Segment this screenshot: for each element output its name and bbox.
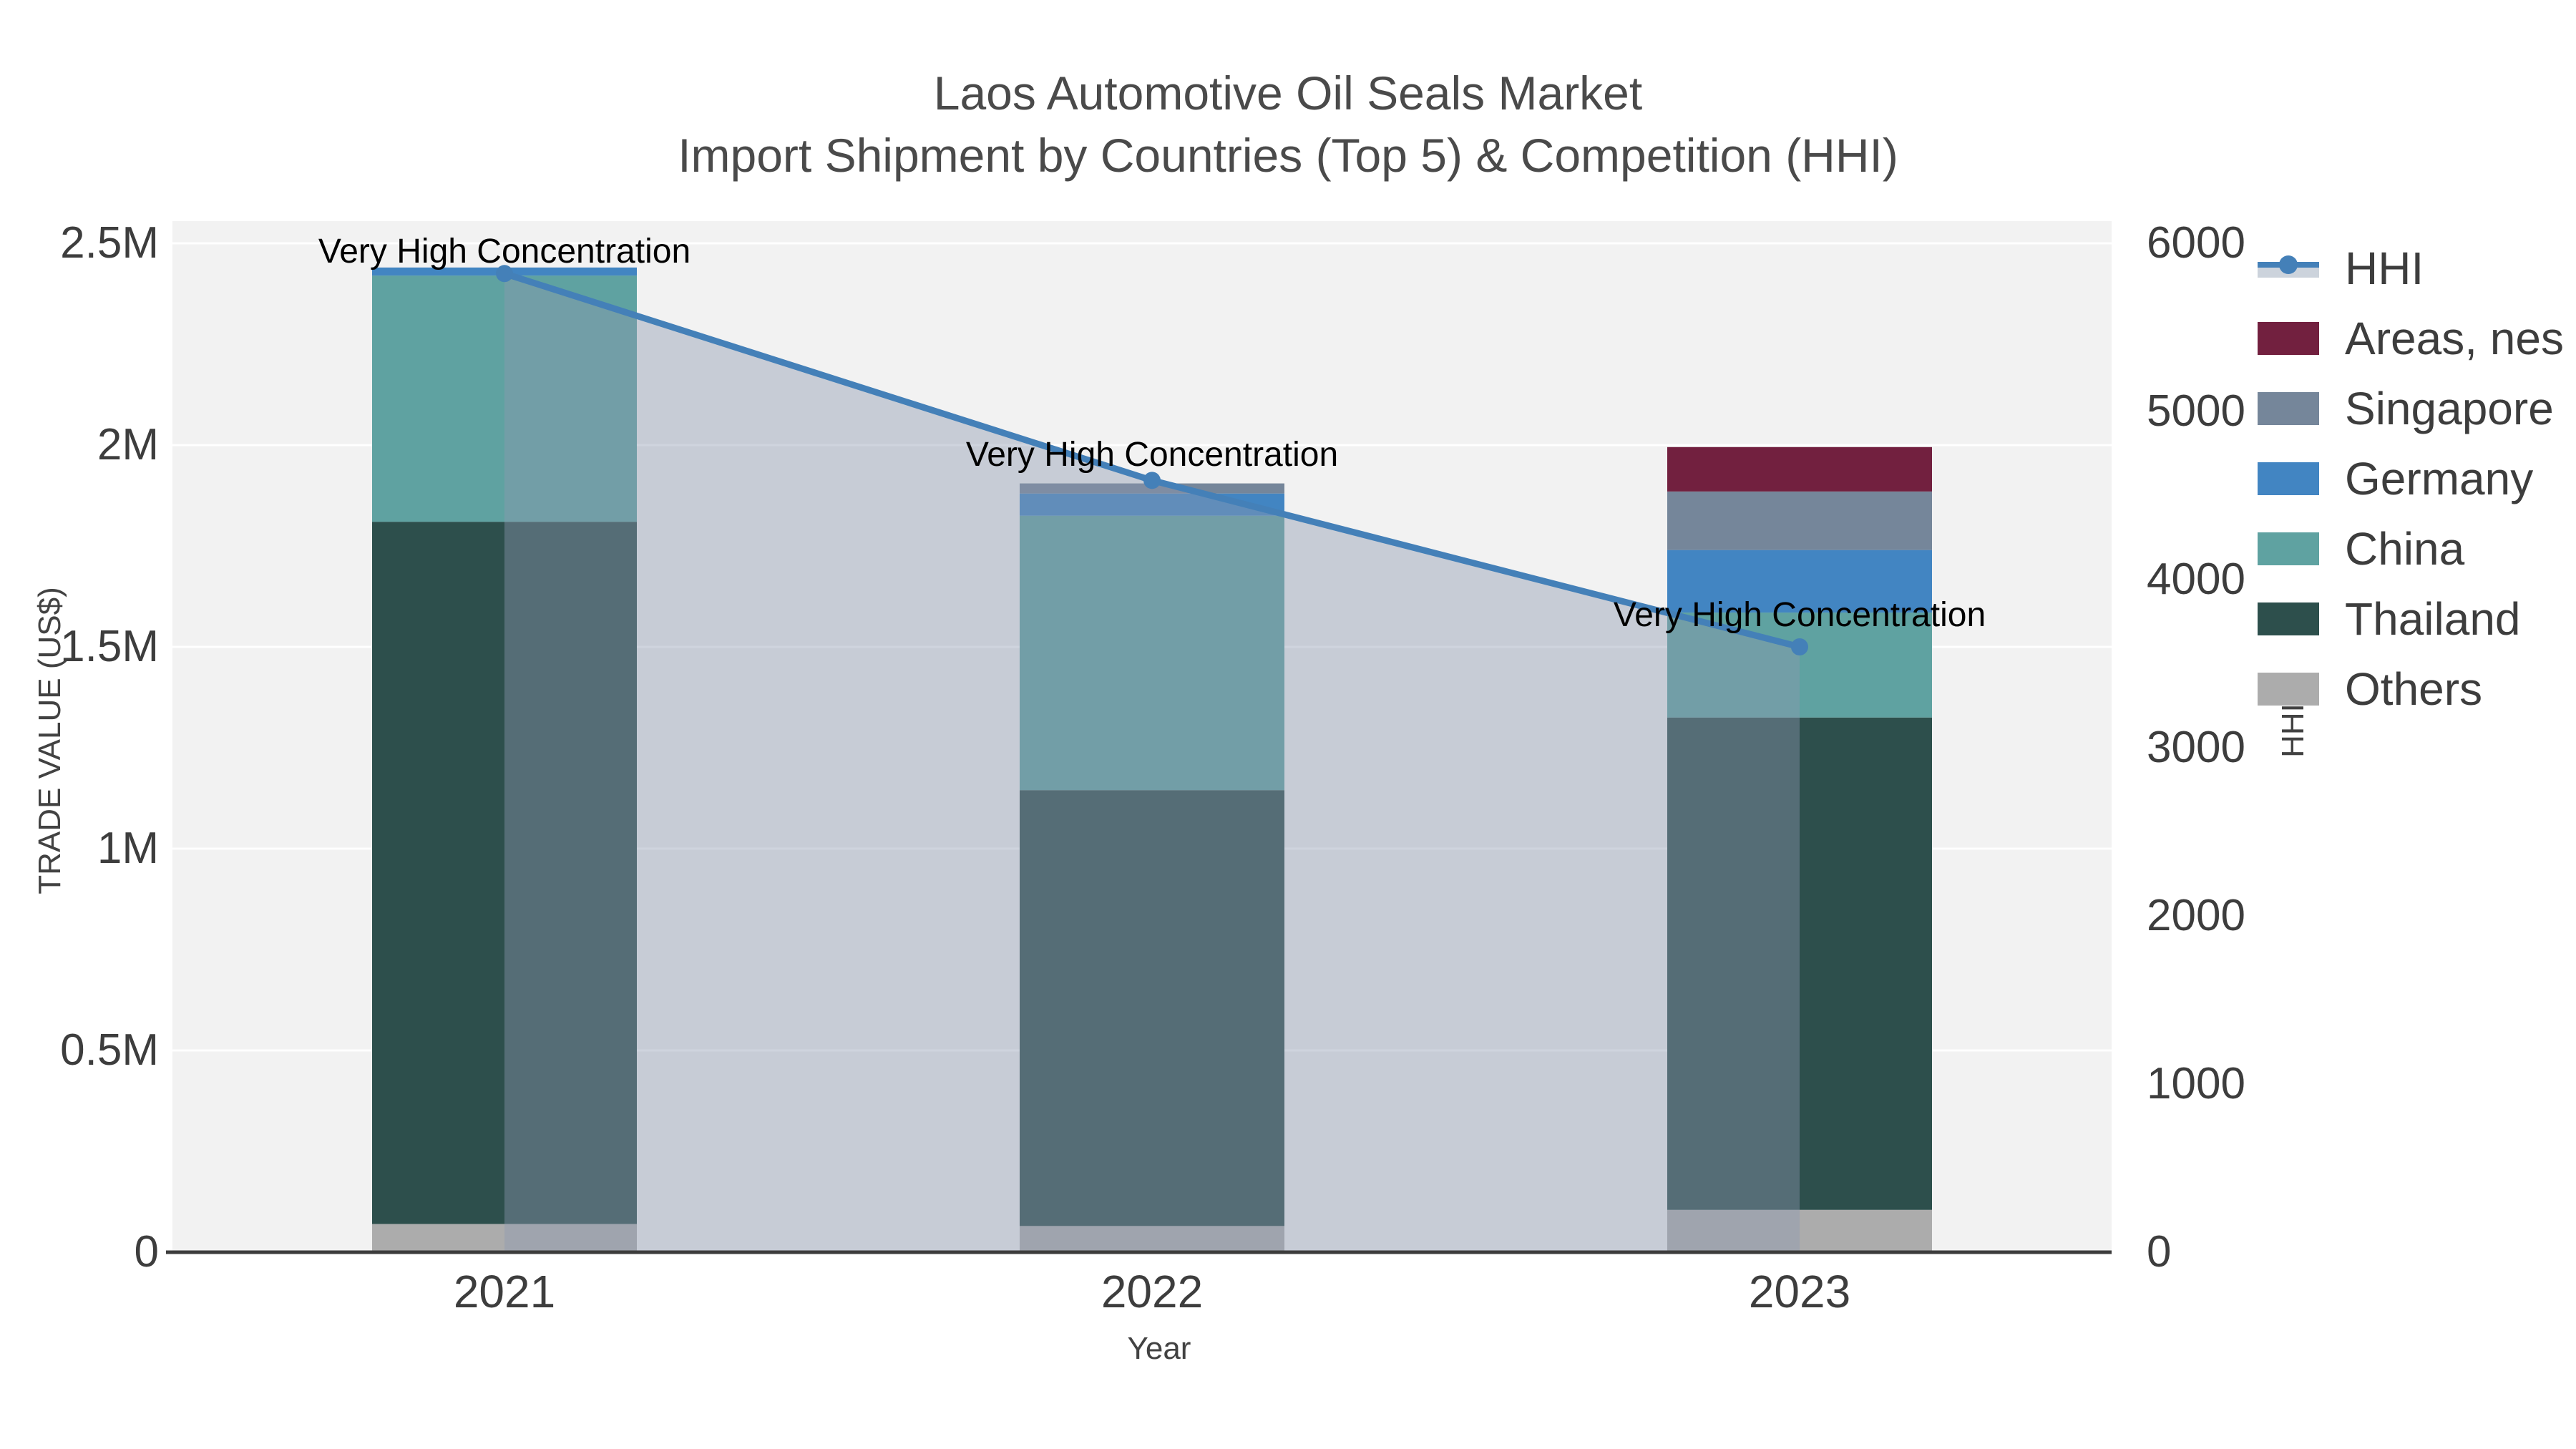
legend-label: HHI — [2345, 243, 2424, 294]
legend-item-germany[interactable]: Germany — [2258, 447, 2533, 511]
legend-item-singapore[interactable]: Singapore — [2258, 376, 2554, 441]
bar-segment-china-2023[interactable] — [1667, 613, 1932, 718]
bar-segment-thailand-2022[interactable] — [1020, 790, 1284, 1226]
y-right-tick-label: 6000 — [2147, 218, 2245, 268]
y-right-tick-label: 2000 — [2147, 891, 2245, 940]
y-left-tick-label: 0.5M — [60, 1025, 159, 1075]
legend-swatch-areas-nes — [2258, 322, 2319, 355]
legend-swatch-singapore — [2258, 392, 2319, 425]
legend-item-china[interactable]: China — [2258, 517, 2464, 581]
bar-segment-others-2021[interactable] — [372, 1224, 637, 1252]
hhi-marker-2021[interactable] — [496, 265, 513, 283]
legend-label: Germany — [2345, 453, 2534, 504]
legend-item-areas-nes[interactable]: Areas, nes — [2258, 306, 2564, 371]
y-left-tick-label: 1.5M — [60, 622, 159, 671]
chart-title: Laos Automotive Oil Seals Market — [933, 67, 1643, 119]
bar-segment-thailand-2021[interactable] — [372, 522, 637, 1224]
x-tick-label: 2021 — [453, 1266, 556, 1317]
legend-hhi-line-swatch — [2258, 252, 2319, 285]
y-right-tick-label: 1000 — [2147, 1059, 2245, 1108]
legend-item-others[interactable]: Others — [2258, 657, 2482, 721]
hhi-area-fill — [504, 273, 1800, 1252]
legend-swatch-thailand — [2258, 602, 2319, 635]
legend-swatch-others — [2258, 673, 2319, 706]
legend-label: China — [2345, 523, 2465, 575]
chart-subtitle: Import Shipment by Countries (Top 5) & C… — [678, 129, 1898, 182]
y-left-tick-label: 0 — [134, 1227, 159, 1277]
annotation-2021: Very High Concentration — [318, 233, 691, 270]
y-right-tick-label: 5000 — [2147, 386, 2245, 436]
bar-segment-others-2023[interactable] — [1667, 1209, 1932, 1252]
x-tick-label: 2022 — [1101, 1266, 1204, 1317]
legend-label: Thailand — [2345, 593, 2521, 645]
annotation-2023: Very High Concentration — [1613, 596, 1986, 634]
bar-segment-china-2022[interactable] — [1020, 515, 1284, 791]
bar-segment-thailand-2023[interactable] — [1667, 717, 1932, 1210]
bar-segment-germany-2023[interactable] — [1667, 550, 1932, 613]
legend-swatch-germany — [2258, 462, 2319, 495]
y-right-tick-label: 4000 — [2147, 555, 2245, 604]
y-axis-left-title: TRADE VALUE (US$) — [32, 587, 67, 894]
bar-segment-singapore-2023[interactable] — [1667, 491, 1932, 550]
legend-item-thailand[interactable]: Thailand — [2258, 587, 2521, 651]
y-left-tick-label: 2M — [97, 420, 159, 469]
legend-item-hhi[interactable]: HHI — [2258, 236, 2424, 301]
y-right-tick-label: 0 — [2147, 1227, 2172, 1277]
y-left-tick-label: 1M — [97, 824, 159, 873]
y-right-tick-label: 3000 — [2147, 723, 2245, 772]
hhi-marker-2023[interactable] — [1791, 638, 1808, 655]
legend-hhi-marker-icon — [2279, 255, 2298, 274]
y-left-tick-label: 2.5M — [60, 218, 159, 268]
x-axis-title: Year — [1127, 1331, 1191, 1366]
bar-segment-areas-nes-2023[interactable] — [1667, 447, 1932, 492]
bar-segment-china-2021[interactable] — [372, 275, 637, 522]
hhi-marker-2022[interactable] — [1143, 472, 1161, 489]
legend-swatch-china — [2258, 532, 2319, 565]
legend-label: Singapore — [2345, 383, 2554, 434]
bar-segment-others-2022[interactable] — [1020, 1226, 1284, 1252]
x-tick-label: 2023 — [1748, 1266, 1851, 1317]
legend-label: Others — [2345, 663, 2483, 715]
annotation-2022: Very High Concentration — [965, 436, 1339, 474]
legend-label: Areas, nes — [2345, 313, 2564, 364]
